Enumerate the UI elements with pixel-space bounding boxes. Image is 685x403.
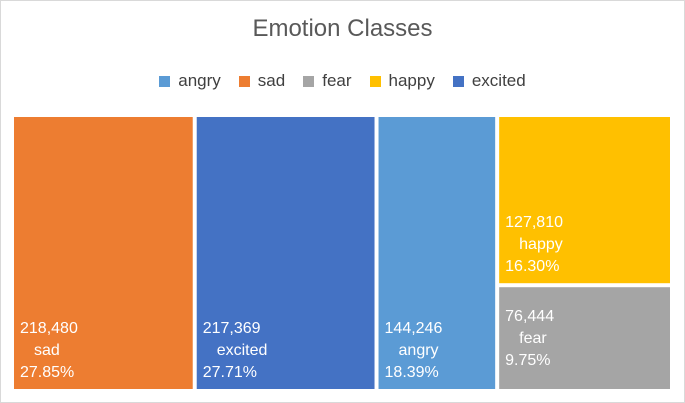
tile-label-excited-value-label: 217,369 <box>203 320 261 337</box>
legend-swatch-angry <box>159 75 171 87</box>
tile-label-fear-value-label: 76,444 <box>505 308 554 325</box>
legend-item-excited: excited <box>452 71 526 91</box>
legend-swatch-fear <box>303 75 315 87</box>
tile-label-sad-name: sad <box>34 342 60 359</box>
treemap-tile-excited <box>196 117 375 389</box>
tile-label-fear-percent-label: 9.75% <box>505 352 550 369</box>
legend-label-excited: excited <box>471 71 526 90</box>
legend-label-happy: happy <box>388 71 435 90</box>
tile-label-angry-percent-label: 18.39% <box>385 364 439 381</box>
legend-item-fear: fear <box>303 71 352 91</box>
legend-swatch-excited <box>452 75 464 87</box>
legend-swatch-sad <box>238 75 250 87</box>
tile-label-excited-percent-label: 27.71% <box>203 364 257 381</box>
legend-item-angry: angry <box>159 71 221 91</box>
treemap-tile-sad <box>14 117 193 389</box>
tile-label-excited-name: excited <box>217 342 268 359</box>
legend-item-sad: sad <box>238 71 286 91</box>
tile-label-sad-value-label: 218,480 <box>20 320 78 337</box>
legend-label-sad: sad <box>257 71 286 90</box>
legend-label-angry: angry <box>178 71 221 90</box>
treemap-tile-angry <box>378 117 496 389</box>
tile-label-angry-name: angry <box>399 342 439 359</box>
tile-label-sad-percent-label: 27.85% <box>20 364 74 381</box>
chart-title: Emotion Classes <box>252 15 433 42</box>
chart-legend: angry sad fear happy excited <box>1 71 684 91</box>
treemap-tile-happy <box>499 117 670 284</box>
tile-label-happy-percent-label: 16.30% <box>505 258 559 275</box>
legend-swatch-happy <box>369 75 381 87</box>
tile-label-happy-name: happy <box>519 236 563 253</box>
treemap-tile-fear <box>499 287 670 389</box>
tile-label-happy-value-label: 127,810 <box>505 214 563 231</box>
legend-label-fear: fear <box>322 71 352 90</box>
tile-label-fear-name: fear <box>519 330 547 347</box>
legend-item-happy: happy <box>369 71 435 91</box>
tile-label-angry-value-label: 144,246 <box>385 320 443 337</box>
